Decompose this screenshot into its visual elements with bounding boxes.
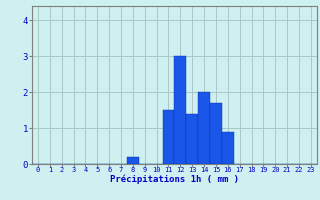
Bar: [210, 103, 222, 164]
Bar: [127, 157, 139, 164]
Bar: [186, 114, 198, 164]
Bar: [222, 132, 234, 164]
Bar: [174, 56, 186, 164]
Bar: [198, 92, 210, 164]
Bar: [163, 110, 174, 164]
X-axis label: Précipitations 1h ( mm ): Précipitations 1h ( mm ): [110, 175, 239, 184]
